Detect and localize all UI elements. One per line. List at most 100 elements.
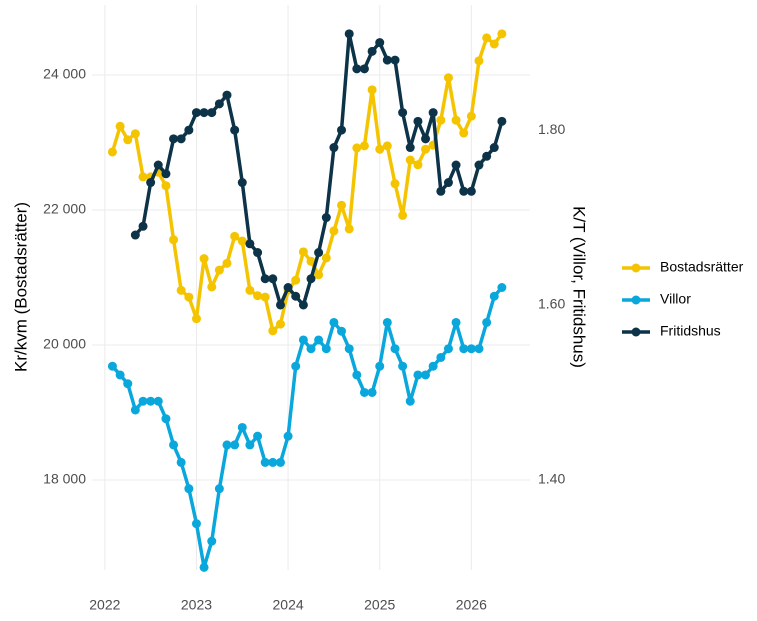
data-point bbox=[359, 387, 369, 397]
data-point bbox=[283, 283, 293, 292]
data-point bbox=[314, 270, 324, 280]
data-point bbox=[413, 116, 423, 126]
data-point bbox=[482, 317, 492, 327]
data-point bbox=[451, 115, 461, 125]
data-point bbox=[191, 519, 201, 529]
data-point bbox=[123, 135, 133, 145]
data-point bbox=[337, 125, 347, 135]
y-tick-label: 18 000 bbox=[43, 471, 86, 487]
legend-dot bbox=[631, 327, 641, 337]
data-point bbox=[390, 55, 400, 65]
legend-dot bbox=[631, 263, 641, 273]
data-point bbox=[176, 134, 186, 144]
legend-label: Fritidshus bbox=[660, 323, 721, 339]
data-point bbox=[199, 254, 209, 264]
data-point bbox=[222, 90, 232, 100]
data-point bbox=[459, 186, 469, 196]
data-point bbox=[489, 291, 499, 301]
data-point bbox=[321, 253, 331, 263]
data-point bbox=[382, 55, 392, 65]
data-point bbox=[260, 274, 270, 284]
data-point bbox=[474, 56, 484, 66]
data-point bbox=[398, 210, 408, 220]
data-point bbox=[405, 396, 415, 406]
data-point bbox=[398, 108, 408, 118]
data-point bbox=[443, 344, 453, 354]
data-point bbox=[138, 396, 148, 406]
data-point bbox=[321, 344, 331, 354]
data-point bbox=[329, 226, 339, 236]
data-point bbox=[268, 457, 278, 467]
x-tick-label: 2023 bbox=[181, 597, 212, 613]
data-point bbox=[184, 484, 194, 494]
data-point bbox=[314, 248, 324, 258]
data-point bbox=[161, 181, 171, 191]
data-point bbox=[352, 370, 362, 380]
data-point bbox=[199, 108, 209, 118]
data-point bbox=[451, 160, 461, 170]
x-tick-label: 2022 bbox=[89, 597, 120, 613]
y2-tick-label: 1.80 bbox=[538, 121, 565, 137]
data-point bbox=[260, 292, 270, 302]
data-point bbox=[413, 370, 423, 380]
data-point bbox=[466, 344, 476, 354]
data-point bbox=[367, 85, 377, 95]
data-point bbox=[275, 300, 285, 310]
data-point bbox=[283, 431, 293, 441]
data-point bbox=[489, 143, 499, 153]
data-point bbox=[459, 344, 469, 354]
data-point bbox=[214, 265, 224, 275]
data-point bbox=[153, 160, 163, 170]
data-point bbox=[459, 128, 469, 138]
data-point bbox=[123, 379, 133, 389]
data-point bbox=[161, 414, 171, 424]
data-point bbox=[214, 484, 224, 494]
data-point bbox=[337, 326, 347, 336]
data-point bbox=[413, 160, 423, 170]
data-point bbox=[306, 274, 316, 284]
data-point bbox=[306, 344, 316, 354]
y-axis-title: Kr/kvm (Bostadsrätter) bbox=[11, 202, 30, 372]
data-point bbox=[298, 300, 308, 310]
y-tick-label: 24 000 bbox=[43, 66, 86, 82]
data-point bbox=[451, 317, 461, 327]
data-point bbox=[268, 326, 278, 336]
data-point bbox=[260, 457, 270, 467]
series-line bbox=[111, 286, 504, 570]
data-point bbox=[107, 361, 117, 371]
data-point bbox=[184, 125, 194, 135]
data-point bbox=[115, 370, 125, 380]
data-point bbox=[375, 38, 385, 48]
data-point bbox=[352, 143, 362, 153]
data-point bbox=[230, 125, 240, 135]
data-point bbox=[268, 274, 278, 284]
data-point bbox=[207, 536, 217, 546]
data-point bbox=[436, 352, 446, 362]
x-tick-label: 2026 bbox=[456, 597, 487, 613]
data-point bbox=[245, 239, 255, 249]
data-point bbox=[115, 121, 125, 131]
data-point bbox=[359, 64, 369, 74]
data-point bbox=[367, 46, 377, 56]
data-point bbox=[130, 129, 140, 139]
data-point bbox=[344, 344, 354, 354]
legend-label: Villor bbox=[660, 291, 691, 307]
data-point bbox=[245, 285, 255, 295]
data-point bbox=[222, 440, 232, 450]
data-point bbox=[375, 361, 385, 371]
data-point bbox=[352, 64, 362, 74]
data-point bbox=[169, 440, 179, 450]
data-point bbox=[337, 200, 347, 210]
data-point bbox=[291, 291, 301, 301]
data-point bbox=[497, 29, 507, 39]
y2-tick-label: 1.40 bbox=[538, 471, 565, 487]
y-tick-label: 22 000 bbox=[43, 201, 86, 217]
data-point bbox=[214, 99, 224, 109]
data-point bbox=[298, 335, 308, 345]
data-point bbox=[436, 115, 446, 125]
data-point bbox=[344, 29, 354, 39]
data-point bbox=[497, 283, 507, 292]
data-point bbox=[107, 147, 117, 157]
data-point bbox=[421, 134, 431, 144]
data-point bbox=[474, 344, 484, 354]
